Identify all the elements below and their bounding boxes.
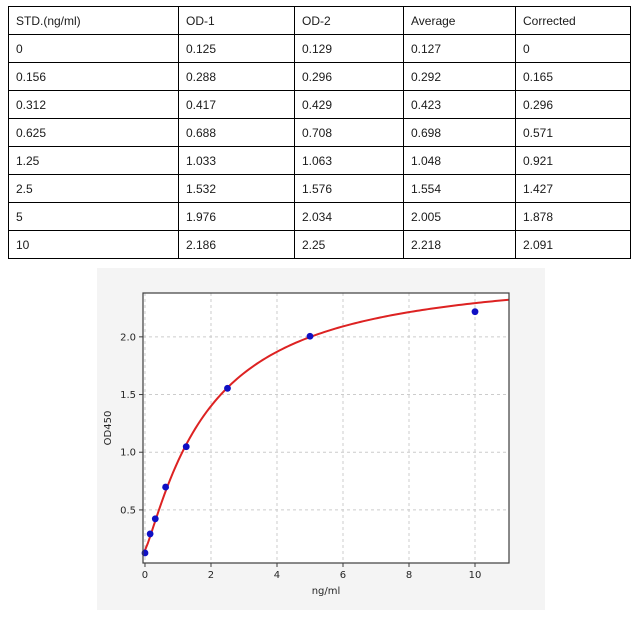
table-cell: 0.288 — [178, 62, 295, 91]
data-point — [471, 308, 479, 316]
column-header: Corrected — [515, 6, 631, 35]
standards-table: STD.(ng/ml) OD-1 OD-2 Average Corrected 0 0.1… — [8, 6, 631, 259]
table-cell: 1.063 — [294, 146, 404, 175]
y-tick-label: 1.5 — [120, 390, 136, 401]
table-cell: 0.292 — [403, 62, 516, 91]
table-cell: 1.25 — [8, 146, 179, 175]
table-cell: 0.312 — [8, 90, 179, 119]
table-cell: 0.571 — [515, 118, 631, 147]
table-cell: 0.688 — [178, 118, 295, 147]
column-header: OD-1 — [178, 6, 295, 35]
x-axis-label: ng/ml — [312, 586, 341, 597]
x-tick-label: 0 — [142, 570, 148, 581]
table-cell: 0.165 — [515, 62, 631, 91]
table-cell: 0.423 — [403, 90, 516, 119]
y-axis-label: OD450 — [103, 411, 114, 446]
table-cell: 0.417 — [178, 90, 295, 119]
data-point — [224, 384, 231, 392]
table-cell: 0.127 — [403, 34, 516, 63]
header-row: STD.(ng/ml) OD-1 OD-2 Average Corrected — [8, 6, 631, 35]
table-row: 0 0.125 0.129 0.127 0 — [8, 34, 631, 63]
data-point — [151, 515, 159, 523]
plot-area — [143, 293, 509, 563]
standards-table-body: 0 0.125 0.129 0.127 0 0.156 0.288 0.296 0.292 0.1… — [8, 34, 631, 259]
table-cell: 2.186 — [178, 230, 295, 259]
y-tick-label: 2.0 — [120, 332, 136, 343]
table-cell: 1.976 — [178, 202, 295, 231]
table-cell: 0.921 — [515, 146, 631, 175]
table-cell: 0 — [515, 34, 631, 63]
table-cell: 0.125 — [178, 34, 295, 63]
table-cell: 5 — [8, 202, 179, 231]
table-cell: 1.048 — [403, 146, 516, 175]
column-header: OD-2 — [294, 6, 404, 35]
x-tick-label: 8 — [406, 570, 412, 581]
standard-curve-chart: 0 2 4 6 8 10 0.5 1.0 1.5 2.0 ng/ml OD450 — [103, 292, 510, 597]
table-cell: 0.296 — [294, 62, 404, 91]
table-row: 5 1.976 2.034 2.005 1.878 — [8, 202, 631, 231]
data-point — [162, 483, 170, 491]
table-cell: 10 — [8, 230, 179, 259]
y-tick-label: 0.5 — [120, 505, 136, 516]
table-cell: 2.218 — [403, 230, 516, 259]
table-row: 1.25 1.033 1.063 1.048 0.921 — [8, 146, 631, 175]
table-cell: 2.091 — [515, 230, 631, 259]
data-point — [182, 443, 190, 451]
table-cell: 2.034 — [294, 202, 404, 231]
table-cell: 1.033 — [178, 146, 295, 175]
x-tick-label: 4 — [274, 570, 280, 581]
fit-curve — [143, 298, 509, 552]
x-tick-label: 2 — [208, 570, 214, 581]
table-row: 0.312 0.417 0.429 0.423 0.296 — [8, 90, 631, 119]
standard-curve-figure: 0 2 4 6 8 10 0.5 1.0 1.5 2.0 ng/ml OD450 — [97, 268, 545, 610]
table-cell: 1.427 — [515, 174, 631, 203]
column-header: STD.(ng/ml) — [8, 6, 179, 35]
table-row: 2.5 1.532 1.576 1.554 1.427 — [8, 174, 631, 203]
table-cell: 1.878 — [515, 202, 631, 231]
table-cell: 0.156 — [8, 62, 179, 91]
data-point — [306, 332, 314, 340]
table-cell: 0.296 — [515, 90, 631, 119]
table-row: 0.625 0.688 0.708 0.698 0.571 — [8, 118, 631, 147]
table-cell: 2.5 — [8, 174, 179, 203]
table-cell: 2.005 — [403, 202, 516, 231]
table-cell: 0.129 — [294, 34, 404, 63]
table-cell: 1.576 — [294, 174, 404, 203]
column-header: Average — [403, 6, 516, 35]
y-tick-label: 1.0 — [120, 448, 136, 459]
x-tick-label: 6 — [340, 570, 346, 581]
plot-frame — [142, 292, 510, 564]
table-cell: 0.429 — [294, 90, 404, 119]
table-cell: 1.532 — [178, 174, 295, 203]
table-row: 0.156 0.288 0.296 0.292 0.165 — [8, 62, 631, 91]
table-cell: 0.625 — [8, 118, 179, 147]
x-tick-label: 10 — [469, 570, 482, 581]
table-row: 10 2.186 2.25 2.218 2.091 — [8, 230, 631, 259]
table-cell: 2.25 — [294, 230, 404, 259]
table-cell: 1.554 — [403, 174, 516, 203]
table-cell: 0.698 — [403, 118, 516, 147]
data-point — [146, 530, 154, 538]
standards-table-header: STD.(ng/ml) OD-1 OD-2 Average Corrected — [8, 6, 631, 35]
table-cell: 0.708 — [294, 118, 404, 147]
table-cell: 0 — [8, 34, 179, 63]
